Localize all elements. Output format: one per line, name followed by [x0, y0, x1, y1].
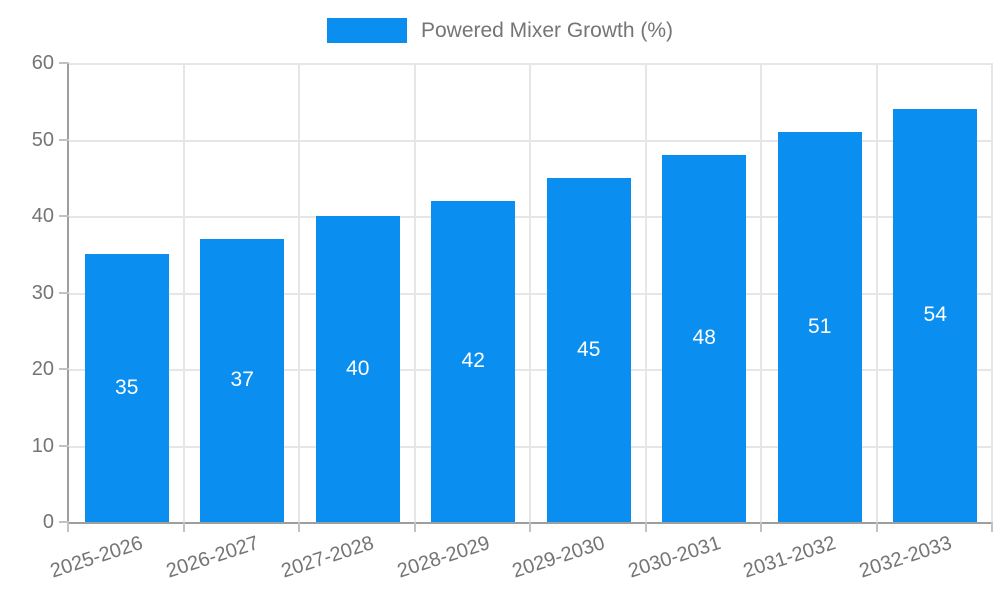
- v-gridline: [182, 63, 185, 522]
- y-tick-mark: [59, 521, 69, 523]
- bar-value-label: 40: [346, 357, 370, 380]
- v-gridline: [529, 63, 531, 522]
- x-tick-mark: [298, 522, 300, 532]
- h-gridline: [69, 369, 993, 371]
- y-tick-mark: [59, 138, 69, 141]
- x-tick-mark: [991, 522, 993, 532]
- v-gridline: [991, 63, 993, 522]
- x-tick-mark: [644, 522, 647, 532]
- v-gridline: [413, 63, 416, 522]
- v-gridline: [644, 63, 647, 522]
- h-gridline: [69, 216, 993, 218]
- legend-label: Powered Mixer Growth (%): [420, 18, 674, 42]
- legend[interactable]: Powered Mixer Growth (%): [0, 18, 1000, 43]
- bar-2029-2030[interactable]: 45: [546, 177, 631, 522]
- bar-2030-2031[interactable]: 48: [662, 154, 747, 522]
- bar-value-label: 35: [115, 376, 139, 400]
- h-gridline: [69, 139, 993, 142]
- x-tick-label: 2030-2031: [625, 532, 724, 583]
- bar-2025-2026[interactable]: 35: [84, 254, 169, 522]
- x-tick-label: 2027-2028: [278, 532, 377, 583]
- bar-2026-2027[interactable]: 37: [200, 238, 285, 522]
- y-tick-label: 20: [31, 358, 54, 380]
- plot-area: 35 37 40 42 45 48 51 54: [67, 63, 993, 524]
- x-tick-label: 2031-2032: [740, 532, 839, 583]
- x-tick-mark: [67, 522, 69, 532]
- x-tick-mark: [760, 522, 762, 532]
- v-gridline: [298, 63, 300, 522]
- v-gridline: [875, 63, 878, 522]
- bar-2032-2033[interactable]: 54: [893, 108, 978, 522]
- bar-2027-2028[interactable]: 40: [315, 216, 400, 522]
- v-gridline: [760, 63, 762, 522]
- y-tick-mark: [59, 368, 69, 370]
- y-tick-label: 0: [42, 511, 54, 533]
- bar-2031-2032[interactable]: 51: [777, 131, 862, 522]
- x-tick-mark: [182, 522, 185, 532]
- legend-swatch[interactable]: [326, 18, 407, 43]
- x-tick-label: 2029-2030: [509, 532, 608, 583]
- bar-value-label: 54: [923, 303, 947, 327]
- x-tick-label: 2026-2027: [163, 532, 262, 583]
- bar-value-label: 48: [692, 326, 716, 350]
- y-tick-mark: [59, 62, 69, 64]
- y-tick-label: 60: [31, 52, 54, 74]
- y-tick-mark: [59, 291, 69, 294]
- x-tick-mark: [875, 522, 878, 532]
- x-tick-label: 2028-2029: [394, 532, 493, 583]
- y-tick-mark: [59, 444, 69, 447]
- y-tick-mark: [59, 215, 69, 217]
- y-tick-label: 30: [31, 281, 54, 304]
- bar-value-label: 37: [230, 368, 254, 392]
- bar-value-label: 45: [577, 337, 601, 361]
- h-gridline: [69, 292, 993, 295]
- h-gridline: [69, 445, 993, 448]
- y-tick-label: 10: [31, 434, 54, 457]
- bar-value-label: 51: [808, 314, 832, 338]
- x-tick-mark: [529, 522, 531, 532]
- bar-value-label: 42: [461, 349, 485, 373]
- x-tick-label: 2025-2026: [47, 532, 146, 583]
- x-tick-label: 2032-2033: [856, 532, 955, 583]
- y-tick-label: 40: [31, 205, 54, 227]
- bar-2028-2029[interactable]: 42: [431, 200, 516, 522]
- y-tick-label: 50: [31, 128, 54, 151]
- x-tick-mark: [413, 522, 416, 532]
- h-gridline: [69, 63, 993, 65]
